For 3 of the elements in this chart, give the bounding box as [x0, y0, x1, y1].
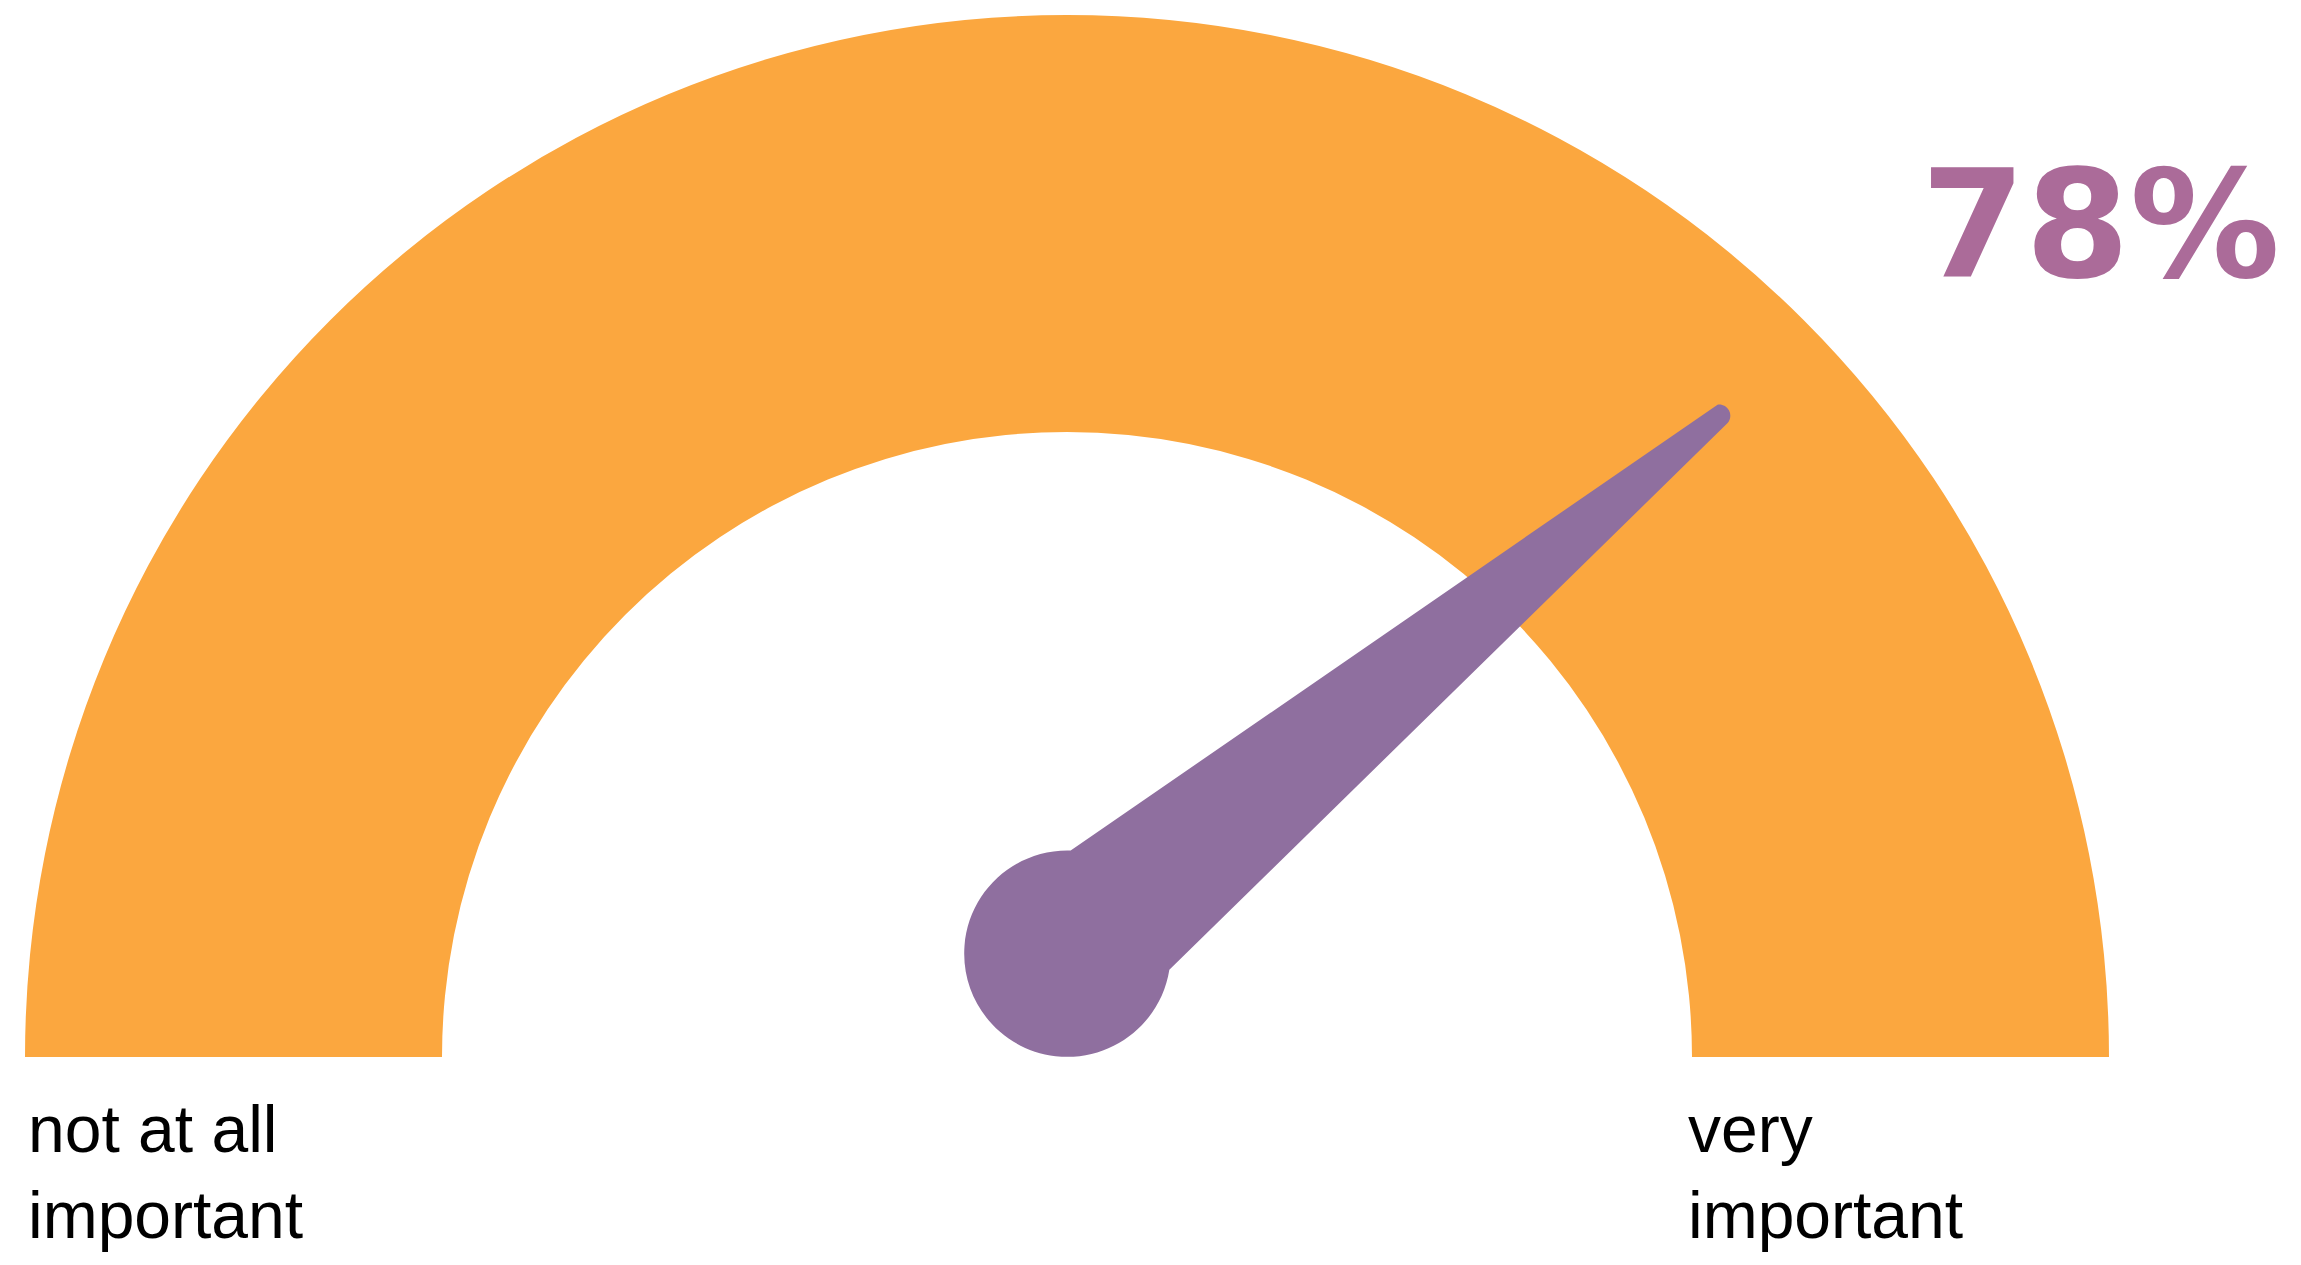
- text: not at all important: [28, 1092, 304, 1252]
- text: very important: [1688, 1092, 1964, 1252]
- data-label: 78%: [1920, 138, 2280, 312]
